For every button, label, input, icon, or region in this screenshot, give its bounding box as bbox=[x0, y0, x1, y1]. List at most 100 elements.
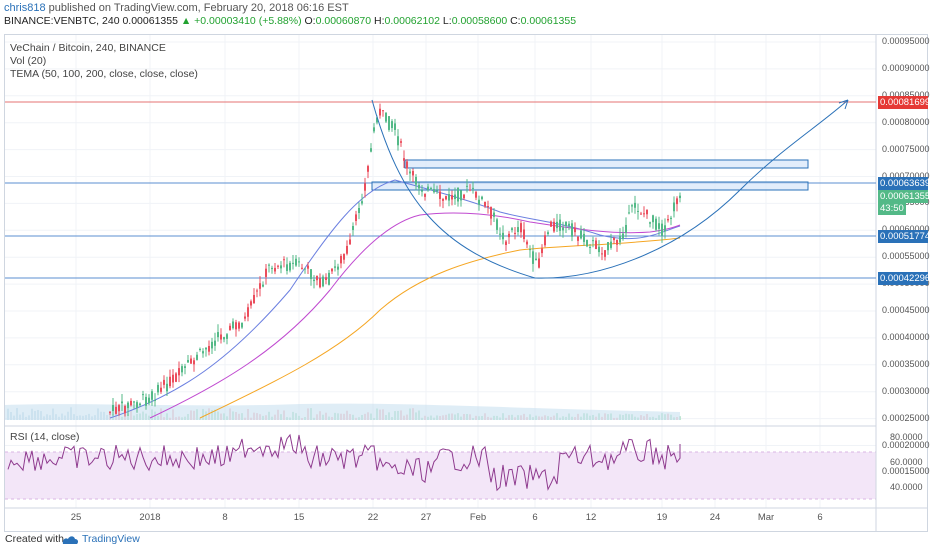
candle-body bbox=[349, 239, 351, 245]
candle-body bbox=[523, 229, 525, 240]
price-tick-label: 0.00025000 bbox=[882, 412, 930, 423]
legend-vol[interactable]: Vol (20) bbox=[10, 55, 47, 67]
rsi-band bbox=[5, 452, 876, 499]
c-label: C: bbox=[510, 15, 521, 27]
candle-body bbox=[352, 226, 354, 230]
candle-body bbox=[145, 396, 147, 406]
candle-body bbox=[229, 325, 231, 331]
candle-body bbox=[493, 212, 495, 217]
candle-body bbox=[544, 235, 546, 246]
candle-body bbox=[241, 322, 243, 328]
candle-body bbox=[397, 136, 399, 146]
candle-body bbox=[175, 373, 177, 382]
candle-body bbox=[508, 233, 510, 238]
projection-arrow-head bbox=[838, 99, 849, 110]
candle-body bbox=[559, 219, 561, 231]
candle-body bbox=[310, 269, 312, 280]
candle-body bbox=[361, 201, 363, 204]
candle-body bbox=[589, 247, 591, 249]
tema-200-line bbox=[199, 237, 681, 419]
candle-body bbox=[232, 321, 234, 329]
created-with-text: Created with bbox=[5, 533, 64, 545]
rsi-tick-label: 80.0000 bbox=[890, 432, 923, 442]
o-label: O: bbox=[304, 15, 316, 27]
candle-body bbox=[166, 383, 168, 392]
candle-body bbox=[433, 188, 435, 193]
price-tick-label: 0.00095000 bbox=[882, 36, 930, 46]
candle-body bbox=[391, 121, 393, 129]
candle-body bbox=[208, 345, 210, 352]
candle-body bbox=[118, 405, 120, 412]
candle-body bbox=[298, 261, 300, 263]
candle-body bbox=[295, 258, 297, 266]
time-tick-label: 15 bbox=[293, 512, 305, 523]
candle-body bbox=[574, 227, 576, 233]
resistance-price-badge: 0.00081699 bbox=[878, 96, 931, 109]
candlesticks bbox=[109, 103, 681, 417]
candle-body bbox=[319, 278, 321, 288]
candle-body bbox=[613, 237, 615, 241]
candle-body bbox=[580, 230, 582, 239]
candle-body bbox=[373, 127, 375, 132]
candle-body bbox=[148, 397, 150, 404]
candle-body bbox=[535, 258, 537, 261]
candle-body bbox=[427, 186, 429, 190]
symbol-line: BINANCE:VENBTC, 240 0.00061355 bbox=[4, 15, 178, 27]
rsi-line bbox=[7, 433, 681, 492]
candle-body bbox=[616, 239, 618, 245]
candle-body bbox=[568, 223, 570, 226]
candle-body bbox=[265, 268, 267, 277]
rsi-tick-label: 60.0000 bbox=[890, 457, 923, 467]
candle-body bbox=[454, 194, 456, 200]
candle-body bbox=[376, 117, 378, 123]
candle-body bbox=[112, 405, 114, 412]
legend-tema[interactable]: TEMA (50, 100, 200, close, close, close) bbox=[10, 68, 198, 80]
candle-body bbox=[634, 202, 636, 208]
tradingview-link[interactable]: TradingView bbox=[82, 533, 140, 545]
candle-body bbox=[571, 223, 573, 237]
price-tick-label: 0.00060000 bbox=[882, 224, 930, 234]
candle-body bbox=[664, 225, 666, 232]
candle-body bbox=[151, 391, 153, 400]
candle-body bbox=[520, 223, 522, 233]
chart-legend: VeChain / Bitcoin, 240, BINANCE Vol (20)… bbox=[10, 42, 198, 81]
volume-ma-area bbox=[5, 403, 680, 420]
candle-body bbox=[607, 242, 609, 251]
ohlc-line: BINANCE:VENBTC, 240 0.00061355 ▲ +0.0000… bbox=[4, 15, 576, 27]
time-tick-label: 27 bbox=[420, 512, 432, 523]
rsi-legend[interactable]: RSI (14, close) bbox=[10, 431, 80, 443]
candle-body bbox=[598, 246, 600, 253]
candle-body bbox=[661, 223, 663, 236]
candle-body bbox=[439, 191, 441, 199]
candle-body bbox=[277, 265, 279, 267]
candle-body bbox=[496, 219, 498, 230]
candle-body bbox=[586, 240, 588, 247]
candle-body bbox=[457, 187, 459, 202]
price-tick-label: 0.00045000 bbox=[882, 305, 930, 315]
candle-body bbox=[643, 213, 645, 215]
price-tick-label: 0.00015000 bbox=[882, 466, 930, 477]
candle-body bbox=[130, 400, 132, 406]
level3-price-badge: 0.00042296 bbox=[878, 272, 931, 285]
candle-body bbox=[532, 251, 534, 264]
change-value: ▲ +0.00003410 (+5.88%) bbox=[180, 15, 302, 27]
candle-body bbox=[595, 240, 597, 250]
horizontal-levels bbox=[5, 101, 876, 279]
candle-body bbox=[403, 158, 405, 161]
tradingview-logo-icon[interactable] bbox=[61, 534, 79, 549]
tema-50-line bbox=[109, 179, 681, 419]
candle-body bbox=[187, 360, 189, 363]
candle-body bbox=[400, 141, 402, 143]
candle-body bbox=[196, 354, 198, 360]
candle-body bbox=[547, 232, 549, 235]
author-link[interactable]: chris818 bbox=[4, 2, 46, 14]
candle-body bbox=[565, 221, 567, 227]
candle-body bbox=[136, 402, 138, 408]
last-price-badge: 0.00061355 bbox=[878, 190, 931, 203]
legend-title: VeChain / Bitcoin, 240, BINANCE bbox=[10, 42, 166, 54]
candle-body bbox=[442, 199, 444, 201]
candle-body bbox=[205, 347, 207, 350]
candle-body bbox=[124, 405, 126, 414]
candle-body bbox=[337, 266, 339, 270]
